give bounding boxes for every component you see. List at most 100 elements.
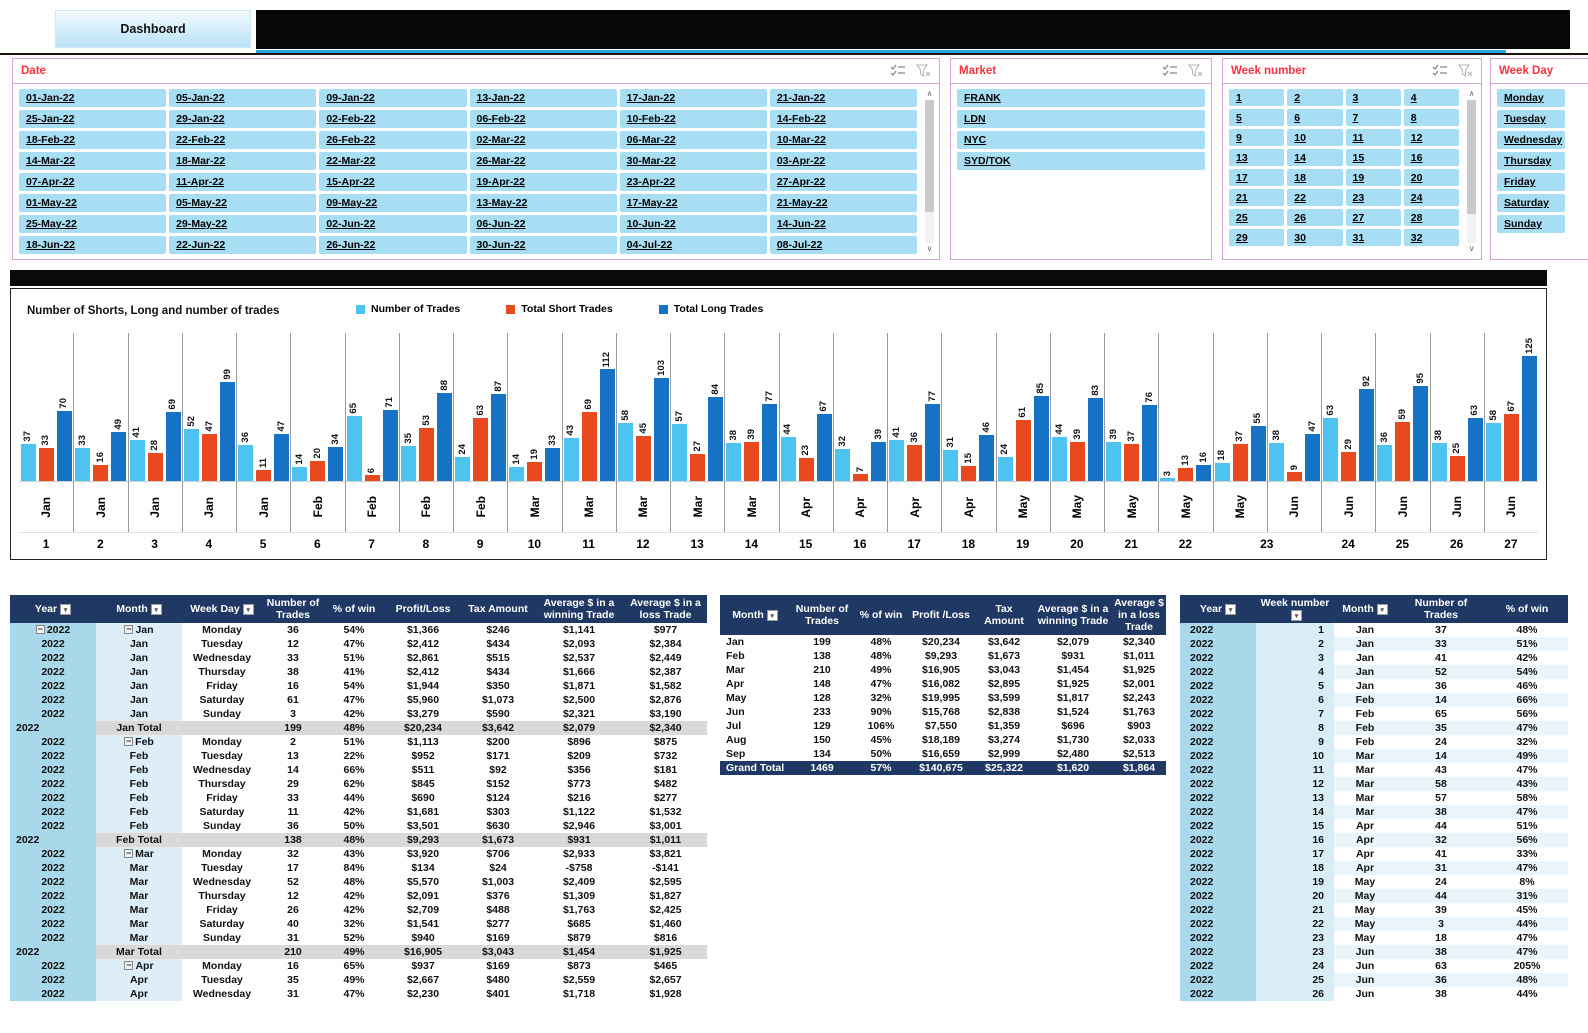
slicer-item[interactable]: 27 [1345, 209, 1401, 226]
bar-total-long-trades[interactable] [653, 378, 669, 481]
bar-total-short-trades[interactable] [310, 461, 326, 481]
filter-dropdown-icon[interactable]: ▼ [766, 609, 778, 621]
slicer-item[interactable]: 21-May-22 [769, 194, 917, 212]
slicer-item[interactable]: 11 [1345, 129, 1401, 146]
bar-total-short-trades[interactable] [852, 474, 868, 481]
bar-total-long-trades[interactable] [816, 414, 832, 481]
slicer-item[interactable]: 02-Feb-22 [319, 110, 467, 128]
slicer-item[interactable]: FRANK [957, 89, 1205, 107]
slicer-item[interactable]: Friday [1497, 173, 1565, 191]
multi-select-icon[interactable] [1162, 64, 1178, 78]
clear-filter-icon[interactable] [1458, 64, 1473, 78]
slicer-item[interactable]: 02-Mar-22 [469, 131, 617, 149]
slicer-item[interactable]: 06-Mar-22 [619, 131, 767, 149]
slicer-item[interactable]: 13-Jan-22 [469, 89, 617, 107]
slicer-item[interactable]: 01-May-22 [19, 194, 167, 212]
bar-total-long-trades[interactable] [1521, 356, 1537, 481]
bar-total-short-trades[interactable] [1503, 414, 1519, 481]
bar-number-of-trades[interactable] [346, 416, 362, 481]
bar-total-short-trades[interactable] [201, 434, 217, 481]
bar-total-short-trades[interactable] [1178, 468, 1194, 481]
clear-filter-icon[interactable] [916, 64, 931, 78]
bar-total-long-trades[interactable] [545, 448, 561, 481]
bar-total-long-trades[interactable] [219, 382, 235, 481]
bar-total-long-trades[interactable] [436, 393, 452, 481]
slicer-item[interactable]: 10 [1287, 129, 1343, 146]
legend-number-of-trades[interactable]: Number of Trades [356, 303, 460, 315]
slicer-item[interactable]: 17-May-22 [619, 194, 767, 212]
slicer-item[interactable]: 17 [1229, 169, 1285, 186]
slicer-item[interactable]: 29-May-22 [169, 215, 317, 233]
bar-total-short-trades[interactable] [1341, 452, 1357, 481]
slicer-item[interactable]: Sunday [1497, 215, 1565, 233]
slicer-item[interactable]: 06-Feb-22 [469, 110, 617, 128]
bar-number-of-trades[interactable] [997, 457, 1013, 481]
slicer-item[interactable]: NYC [957, 131, 1205, 149]
slicer-item[interactable]: 8 [1403, 109, 1459, 126]
filter-dropdown-icon[interactable]: ▼ [242, 603, 254, 615]
slicer-item[interactable]: 22-Mar-22 [319, 152, 467, 170]
slicer-item[interactable]: 20 [1403, 169, 1459, 186]
slicer-item[interactable]: Wednesday [1497, 131, 1565, 149]
slicer-item[interactable]: 22-Feb-22 [169, 131, 317, 149]
bar-number-of-trades[interactable] [780, 437, 796, 481]
slicer-item[interactable]: Tuesday [1497, 110, 1565, 128]
bar-total-long-trades[interactable] [1033, 396, 1049, 481]
bar-number-of-trades[interactable] [726, 443, 742, 481]
slicer-item[interactable]: 13-May-22 [469, 194, 617, 212]
bar-number-of-trades[interactable] [1268, 443, 1284, 481]
slicer-item[interactable]: 19-Apr-22 [469, 173, 617, 191]
slicer-item[interactable]: 18-Feb-22 [19, 131, 167, 149]
slicer-item[interactable]: 22 [1287, 189, 1343, 206]
bar-number-of-trades[interactable] [834, 449, 850, 481]
slicer-item[interactable]: 16 [1403, 149, 1459, 166]
filter-dropdown-icon[interactable]: ▼ [60, 603, 72, 615]
bar-number-of-trades[interactable] [1214, 463, 1230, 481]
bar-total-long-trades[interactable] [1196, 465, 1212, 481]
bar-total-short-trades[interactable] [473, 418, 489, 481]
slicer-item[interactable]: 30-Jun-22 [469, 236, 617, 254]
week-number-slicer-scrollbar[interactable]: ∧ ∨ [1465, 88, 1478, 255]
bar-total-short-trades[interactable] [907, 445, 923, 481]
slicer-item[interactable]: 1 [1229, 89, 1285, 106]
bar-number-of-trades[interactable] [238, 445, 254, 481]
bar-total-long-trades[interactable] [382, 410, 398, 481]
slicer-item[interactable]: 12 [1403, 129, 1459, 146]
bar-total-short-trades[interactable] [744, 442, 760, 481]
scroll-down-icon[interactable]: ∨ [1468, 244, 1475, 253]
bar-number-of-trades[interactable] [75, 448, 91, 481]
bar-total-long-trades[interactable] [1087, 398, 1103, 481]
bar-total-short-trades[interactable] [1449, 456, 1465, 481]
scroll-down-icon[interactable]: ∨ [926, 244, 933, 253]
slicer-item[interactable]: 3 [1345, 89, 1401, 106]
bar-total-long-trades[interactable] [491, 394, 507, 481]
slicer-item[interactable]: 18-Mar-22 [169, 152, 317, 170]
collapse-icon[interactable]: − [124, 960, 134, 971]
bar-number-of-trades[interactable] [943, 450, 959, 481]
multi-select-icon[interactable] [890, 64, 906, 78]
date-slicer-scrollbar[interactable]: ∧ ∨ [923, 88, 936, 255]
bar-number-of-trades[interactable] [1485, 423, 1501, 481]
slicer-item[interactable]: 18 [1287, 169, 1343, 186]
bar-total-long-trades[interactable] [870, 442, 886, 481]
slicer-item[interactable]: 30 [1287, 229, 1343, 246]
bar-total-short-trades[interactable] [961, 466, 977, 481]
bar-total-short-trades[interactable] [1232, 444, 1248, 481]
collapse-icon[interactable]: − [35, 624, 45, 635]
bar-total-short-trades[interactable] [418, 428, 434, 481]
filter-dropdown-icon[interactable]: ▼ [150, 603, 162, 615]
bar-number-of-trades[interactable] [672, 424, 688, 481]
bar-total-long-trades[interactable] [1304, 434, 1320, 481]
slicer-item[interactable]: 18-Jun-22 [19, 236, 167, 254]
slicer-item[interactable]: 28 [1403, 209, 1459, 226]
slicer-item[interactable]: 14-Feb-22 [769, 110, 917, 128]
filter-dropdown-icon[interactable]: ▼ [1291, 609, 1302, 621]
bar-number-of-trades[interactable] [292, 467, 308, 481]
slicer-item[interactable]: 03-Apr-22 [769, 152, 917, 170]
bar-total-long-trades[interactable] [599, 369, 615, 481]
legend-total-long-trades[interactable]: Total Long Trades [658, 303, 763, 315]
slicer-item[interactable]: 29-Jan-22 [169, 110, 317, 128]
bar-number-of-trades[interactable] [563, 438, 579, 481]
slicer-item[interactable]: 26 [1287, 209, 1343, 226]
bar-number-of-trades[interactable] [1377, 445, 1393, 481]
